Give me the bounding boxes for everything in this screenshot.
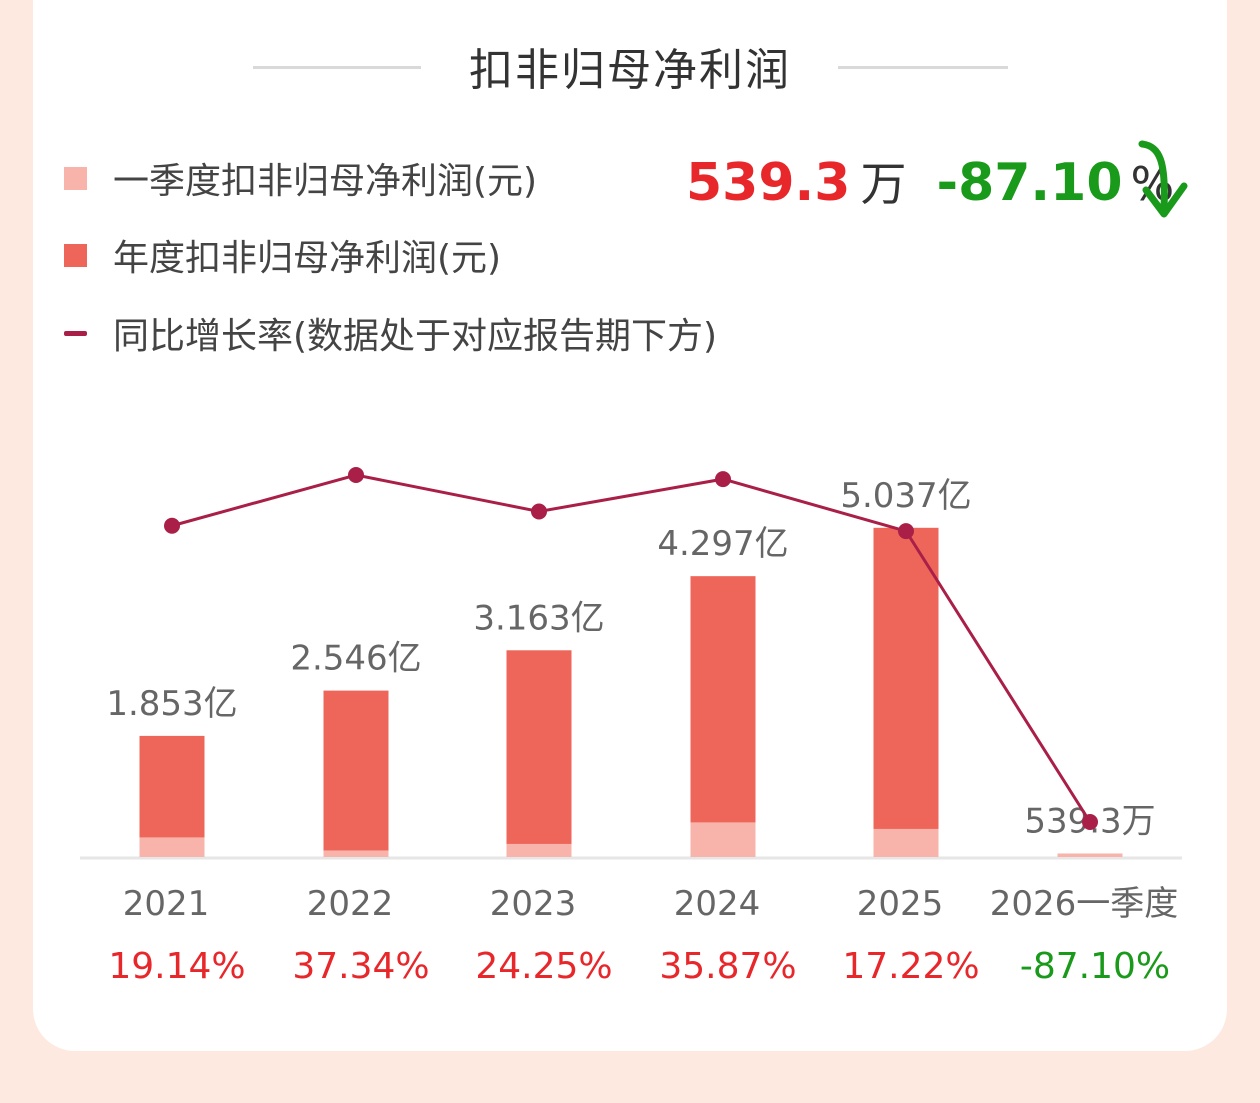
bar-annual-2025	[873, 527, 939, 857]
x-tick-label: 2023	[490, 884, 577, 924]
bar-quarter-2025	[873, 828, 939, 857]
bar-quarter-2023	[506, 843, 572, 857]
down-arrow-icon	[1138, 140, 1188, 218]
x-tick-label: 2021	[123, 884, 210, 924]
headline-change: -87.10	[936, 153, 1123, 213]
growth-rate-label: 35.87%	[659, 946, 796, 987]
headline-unit: 万	[860, 157, 907, 211]
bar-value-label: 3.163亿	[473, 598, 604, 638]
x-tick-label: 2026一季度	[990, 884, 1179, 924]
bar-quarter-2026一季度	[1057, 853, 1123, 857]
headline-stat: 539.3 万 -87.10 %	[686, 148, 1174, 214]
legend-swatch-growth	[64, 330, 87, 336]
bar-annual-2022	[323, 690, 389, 857]
title-divider-right	[838, 66, 1008, 69]
growth-line	[171, 473, 1092, 823]
legend-item-quarter: 一季度扣非归母净利润(元)	[64, 152, 537, 204]
growth-point-2026一季度	[1082, 814, 1098, 830]
bar-quarter-2024	[690, 822, 756, 857]
growth-point-2021	[164, 517, 180, 534]
x-tick-label: 2022	[307, 884, 394, 924]
bar-annual-2021	[139, 735, 205, 857]
legend-item-growth: 同比增长率(数据处于对应报告期下方)	[64, 307, 717, 359]
growth-rate-label: -87.10%	[1020, 946, 1170, 987]
growth-rate-label: 17.22%	[842, 946, 979, 987]
growth-rate-label: 19.14%	[108, 946, 245, 987]
legend-swatch-quarter	[64, 166, 87, 190]
growth-point-2023	[531, 503, 547, 520]
legend-label-growth: 同比增长率(数据处于对应报告期下方)	[113, 316, 718, 357]
bar-annual-2023	[506, 650, 572, 857]
bar-value-label: 5.037亿	[840, 476, 971, 516]
growth-rate-label: 37.34%	[292, 946, 429, 987]
legend-swatch-annual	[64, 243, 87, 267]
bar-value-label: 2.546亿	[290, 639, 421, 679]
legend-label-quarter: 一季度扣非归母净利润(元)	[113, 161, 538, 202]
bar-quarter-2021	[139, 837, 205, 857]
growth-point-2022	[348, 467, 364, 483]
x-tick-label: 2024	[674, 884, 761, 924]
chart-title: 扣非归母净利润	[469, 45, 791, 96]
legend-item-annual: 年度扣非归母净利润(元)	[64, 229, 501, 281]
x-tick-label: 2025	[857, 884, 944, 924]
title-divider-left	[253, 66, 421, 69]
growth-point-2024	[715, 471, 731, 488]
bar-quarter-2022	[323, 850, 389, 857]
legend-label-annual: 年度扣非归母净利润(元)	[113, 238, 502, 279]
growth-point-2025	[898, 523, 914, 540]
bar-annual-2024	[690, 576, 756, 857]
bar-value-label: 1.853亿	[106, 684, 237, 724]
growth-rate-label: 24.25%	[475, 946, 612, 987]
headline-value: 539.3	[686, 153, 851, 213]
bar-value-label: 4.297亿	[657, 524, 788, 564]
chart-card	[33, 0, 1227, 1051]
